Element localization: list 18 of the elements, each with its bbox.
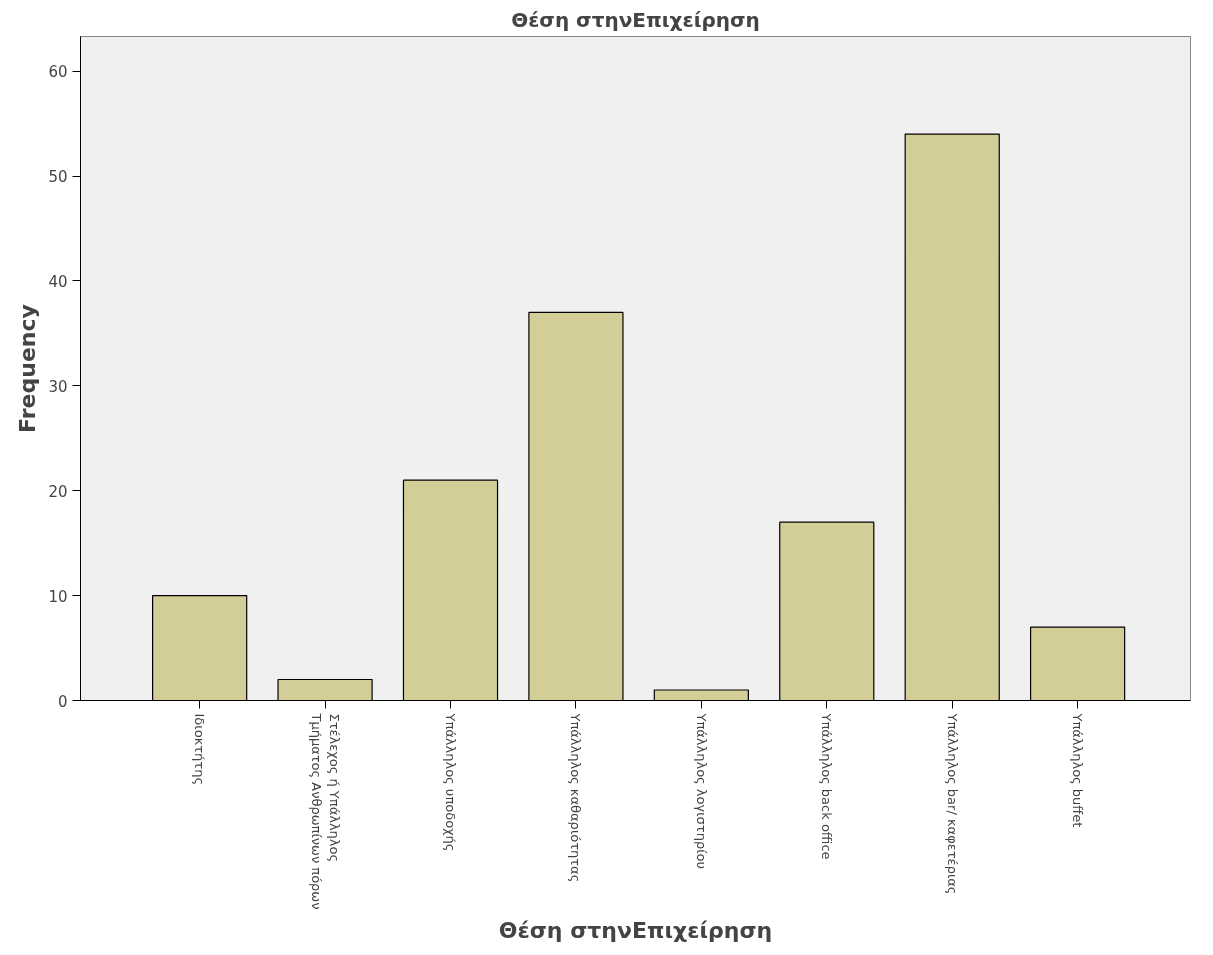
y-tick-label: 0 <box>57 692 68 711</box>
x-tick-label: Υπάλληλος λογιστηρίου <box>693 712 709 870</box>
y-tick-label: 20 <box>48 482 68 501</box>
x-tick-label: Υπάλληλος καθαριότητας <box>568 712 584 883</box>
y-tick-label: 50 <box>48 168 68 187</box>
y-tick-label: 40 <box>48 272 68 291</box>
y-tick-label: 60 <box>48 63 68 82</box>
y-tick-label: 10 <box>48 587 68 606</box>
x-tick-label: Υπάλληλος back office <box>819 712 835 860</box>
y-tick-label: 30 <box>48 377 68 396</box>
x-tick-label: Υπάλληλος buffet <box>1070 712 1086 828</box>
x-tick-label: Στέλεχος ή Υπάλληλος Τμήματος Ανθρωπίνων πόρων <box>308 712 342 910</box>
x-axis-title: Θέση στηνΕπιχείρηση <box>498 917 773 943</box>
x-tick-label: Ιδιοκτήτης <box>192 713 208 786</box>
x-tick-label: Υπάλληλος υποδοχής <box>443 712 458 852</box>
chart-title: Θέση στηνΕπιχείρηση <box>511 7 760 32</box>
x-tick-label: Υπάλληλος bar/ καφετέριας <box>944 712 960 895</box>
y-axis-title: Frequency <box>15 304 41 433</box>
